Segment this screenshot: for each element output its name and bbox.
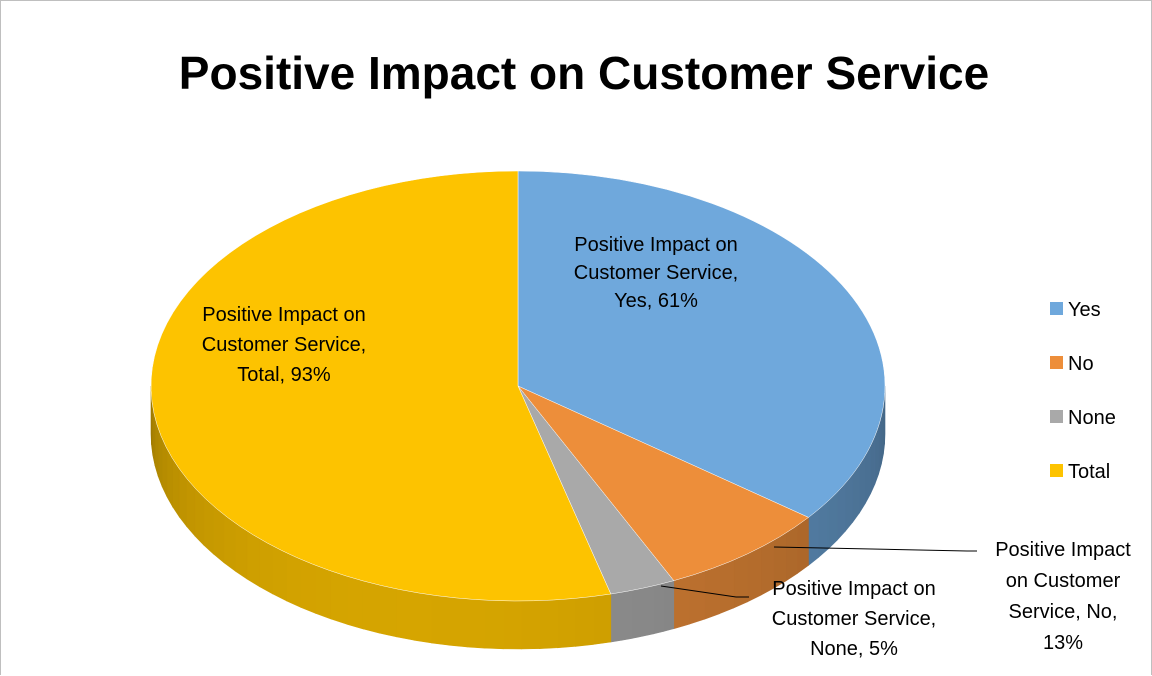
slice-side-total <box>273 546 287 601</box>
slice-side-yes <box>808 509 818 565</box>
slice-side-total <box>521 601 539 649</box>
slice-side-total <box>204 497 214 554</box>
slice-side-total <box>195 488 204 545</box>
slice-side-none <box>632 588 643 638</box>
slice-side-none <box>653 583 663 634</box>
slice-side-total <box>467 599 485 648</box>
slice-side-total <box>557 598 575 647</box>
pie-top <box>151 171 885 601</box>
legend-label-total: Total <box>1068 461 1110 483</box>
slice-side-total <box>187 478 195 535</box>
slice-side-yes <box>828 492 837 549</box>
slice-side-none <box>643 586 653 636</box>
legend-label-no: No <box>1068 353 1094 375</box>
legend-swatch-total <box>1050 464 1063 477</box>
slice-side-no <box>734 554 748 608</box>
slice-side-total <box>593 594 611 644</box>
slice-side-total <box>397 589 414 640</box>
slice-side-total <box>449 597 467 647</box>
slice-side-no <box>719 560 733 614</box>
slice-side-no <box>786 525 798 581</box>
slice-side-total <box>363 581 380 633</box>
slice-side-total <box>224 515 235 571</box>
slice-side-total <box>316 565 331 619</box>
slice-side-none <box>664 581 674 632</box>
slice-side-none <box>622 590 633 640</box>
slice-side-total <box>503 601 521 649</box>
slice-side-no <box>674 576 690 629</box>
slice-side-total <box>301 559 316 613</box>
slice-side-total <box>539 600 557 649</box>
slice-side-no <box>798 517 809 573</box>
slice-side-yes <box>853 465 860 522</box>
slice-side-total <box>235 523 247 579</box>
slice-side-total <box>431 595 449 645</box>
chart-title: Positive Impact on Customer Service <box>179 47 989 99</box>
slice-side-total <box>414 592 431 643</box>
slice-side-total <box>380 585 397 637</box>
legend-swatch-no <box>1050 356 1063 369</box>
slice-side-total <box>575 596 593 646</box>
legend-label-none: None <box>1068 407 1116 429</box>
slice-side-no <box>689 571 704 624</box>
slice-side-total <box>485 600 503 649</box>
legend-label-yes: Yes <box>1068 299 1101 321</box>
slice-side-yes <box>837 483 845 540</box>
slice-side-yes <box>859 455 865 512</box>
legend: Yes No None Total <box>1050 299 1116 483</box>
slice-side-yes <box>819 501 829 557</box>
slice-side-none <box>611 592 622 642</box>
legend-swatch-none <box>1050 410 1063 423</box>
slice-side-no <box>748 547 761 602</box>
slice-side-total <box>347 576 363 629</box>
slice-side-total <box>247 531 260 587</box>
slice-side-total <box>260 539 273 594</box>
slice-side-yes <box>845 474 852 531</box>
slice-side-total <box>214 506 224 563</box>
legend-swatch-yes <box>1050 302 1063 315</box>
slice-side-total <box>331 571 347 624</box>
slice-side-total <box>287 553 301 607</box>
